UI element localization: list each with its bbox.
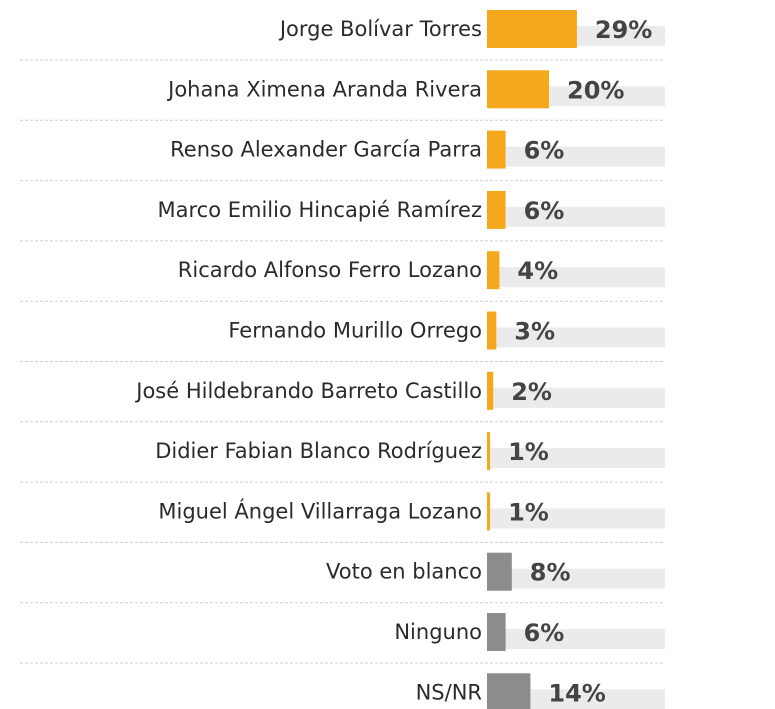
value-label: 14% — [548, 679, 605, 707]
value-label: 6% — [524, 197, 565, 225]
category-label: Voto en blanco — [326, 560, 482, 584]
bar-track — [487, 267, 665, 288]
bar-track — [487, 206, 665, 227]
value-label: 2% — [511, 378, 552, 406]
value-label: 6% — [524, 137, 565, 165]
bar-track — [487, 327, 665, 348]
category-label: Johana Ximena Aranda Rivera — [166, 77, 482, 101]
category-label: Marco Emilio Hincapié Ramírez — [158, 198, 483, 222]
bar-track — [487, 508, 665, 529]
category-label: Jorge Bolívar Torres — [278, 17, 482, 41]
bar-track — [487, 568, 665, 589]
value-label: 8% — [530, 559, 571, 587]
bar — [487, 130, 506, 169]
bar — [487, 552, 512, 591]
category-label: Fernando Murillo Orrego — [228, 319, 482, 343]
category-label: NS/NR — [416, 680, 482, 704]
value-label: 4% — [517, 257, 558, 285]
bar — [487, 70, 549, 109]
category-label: Ninguno — [394, 620, 482, 644]
bar — [487, 432, 491, 471]
value-label: 3% — [514, 318, 555, 346]
bar-track — [487, 629, 665, 649]
value-label: 1% — [508, 438, 549, 466]
value-label: 29% — [595, 16, 652, 44]
bar — [487, 10, 577, 48]
bar-track — [487, 448, 665, 469]
bar-track — [487, 146, 665, 167]
bar — [487, 311, 497, 350]
value-label: 6% — [524, 619, 565, 647]
category-label: Renso Alexander García Parra — [170, 138, 482, 162]
category-label: Didier Fabian Blanco Rodríguez — [155, 439, 482, 463]
category-label: Ricardo Alfonso Ferro Lozano — [178, 258, 482, 282]
bar — [487, 190, 506, 229]
bar — [487, 251, 500, 290]
category-label: Miguel Ángel Villarraga Lozano — [158, 498, 482, 523]
bar-track — [487, 387, 665, 408]
category-label: José Hildebrando Barreto Castillo — [134, 379, 482, 403]
bar — [487, 492, 491, 531]
bar — [487, 371, 494, 410]
bar-track — [487, 689, 665, 709]
bar — [487, 673, 531, 709]
bar — [487, 613, 506, 651]
value-label: 20% — [567, 76, 624, 104]
value-label: 1% — [508, 498, 549, 526]
